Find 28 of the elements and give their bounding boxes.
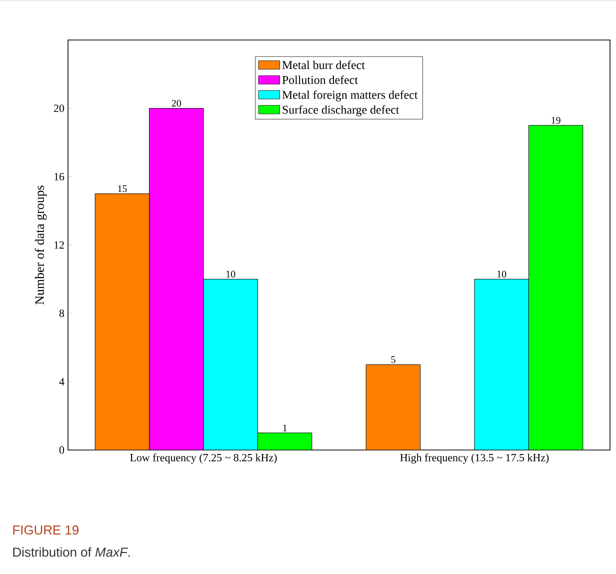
bar xyxy=(94,193,150,450)
text: Distribution of MaxF. xyxy=(13,547,130,557)
x-tick-label: Low frequency (7.25 ~ 8.25 kHz) xyxy=(130,454,277,464)
bar xyxy=(257,432,312,450)
legend-label: Pollution defect xyxy=(282,75,358,84)
data-label: 5 xyxy=(391,356,396,363)
data-label: 19 xyxy=(552,117,560,124)
y-tick-label: 20 xyxy=(54,104,64,112)
bar xyxy=(203,278,258,450)
x-tick-label: High frequency (13.5 ~ 17.5 kHz) xyxy=(400,454,549,464)
data-label: 20 xyxy=(172,100,182,107)
data-label: 10 xyxy=(498,270,506,278)
bar xyxy=(474,278,529,450)
data-label: 15 xyxy=(118,185,127,192)
legend-label: Metal foreign matters defect xyxy=(282,90,418,102)
legend-label: Surface discharge defect xyxy=(282,105,400,116)
y-tick-label: 12 xyxy=(54,241,64,249)
legend-label: Metal burr defect xyxy=(282,60,365,70)
y-axis-title: Number of data groups xyxy=(34,186,47,305)
data-label: 10 xyxy=(226,270,236,278)
caption: FIGURE 19 xyxy=(13,525,79,535)
y-tick-label: 16 xyxy=(54,172,64,180)
bar xyxy=(528,125,584,450)
data-label: 1 xyxy=(283,424,287,432)
bar xyxy=(366,364,421,450)
y-tick-label: 4 xyxy=(59,378,64,386)
y-tick-label: 8 xyxy=(59,310,64,318)
y-tick-label: 0 xyxy=(59,446,64,454)
